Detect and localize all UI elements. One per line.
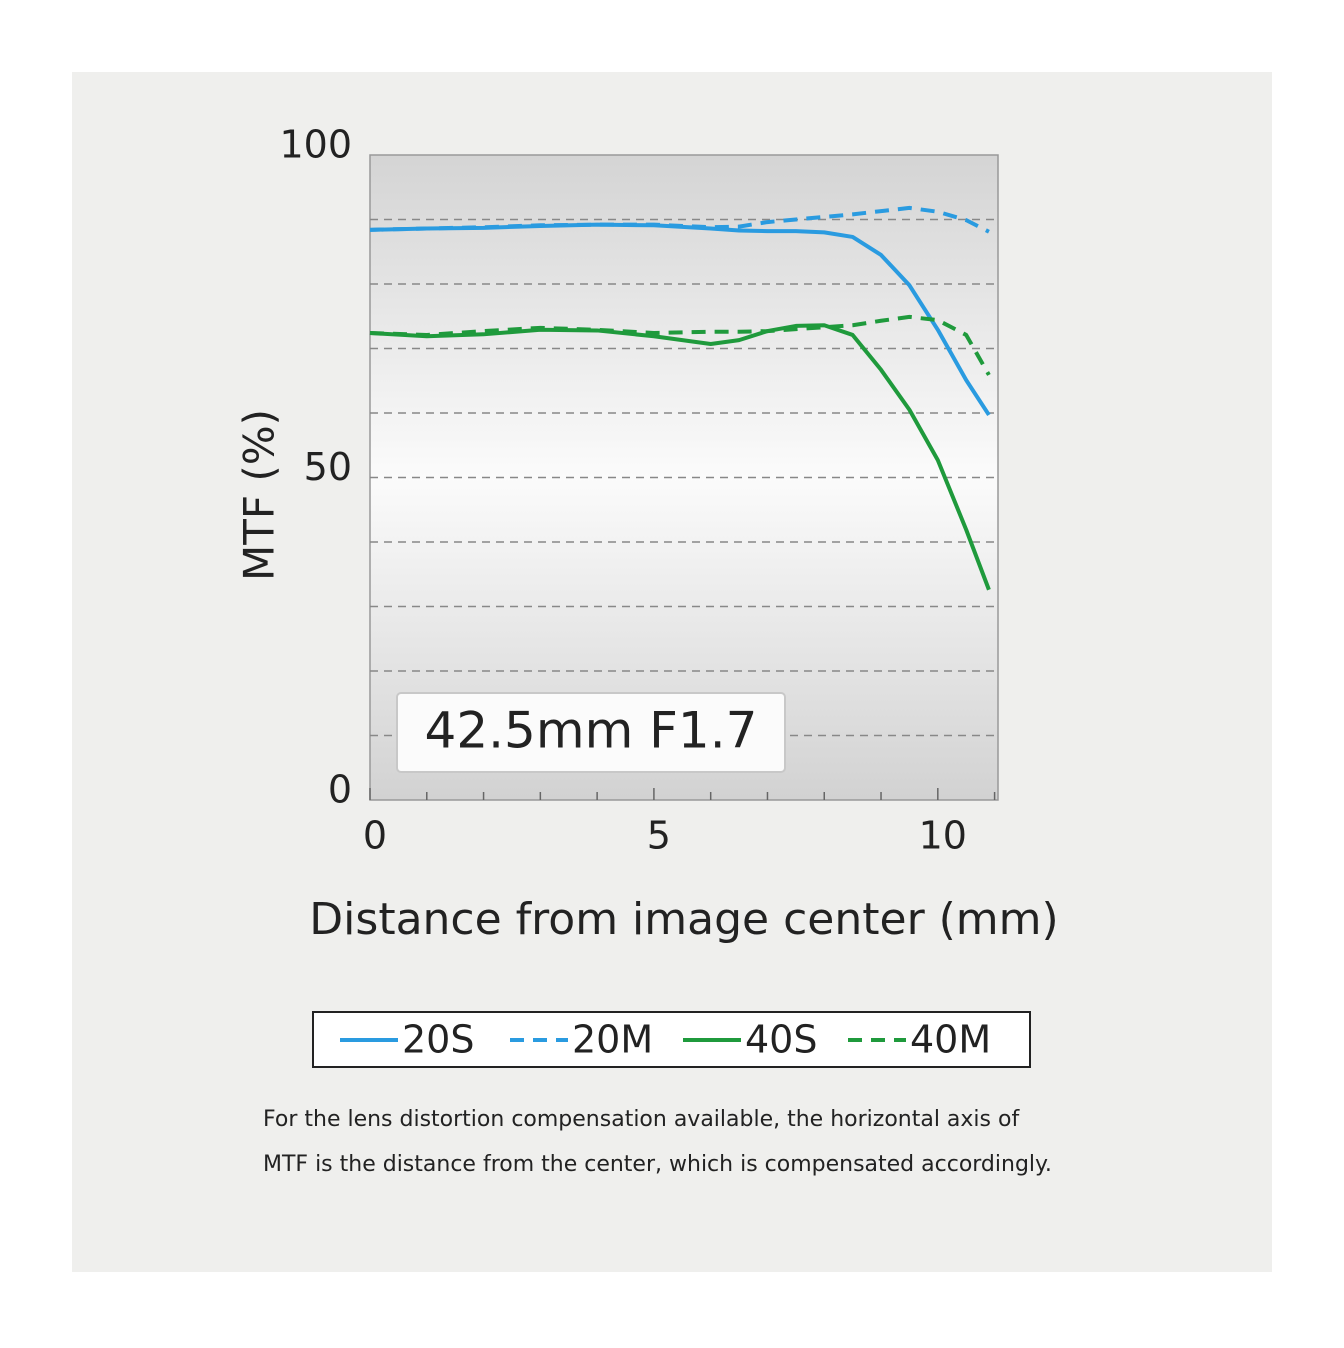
series-line <box>369 205 990 234</box>
x-tick-label: 10 <box>919 814 967 858</box>
y-tick-label: 100 <box>279 123 352 167</box>
legend-label: 40S <box>745 1018 817 1062</box>
y-tick-label: 50 <box>304 445 352 489</box>
legend-label: 20M <box>572 1018 653 1062</box>
x-tick-label: 5 <box>647 814 671 858</box>
x-axis-title: Distance from image center (mm) <box>309 894 1058 945</box>
x-tick-label: 0 <box>363 814 387 858</box>
legend-label: 40M <box>910 1018 991 1062</box>
y-tick-label: 0 <box>328 768 352 812</box>
series-line <box>369 314 991 376</box>
note-line: MTF is the distance from the center, whi… <box>263 1152 1052 1177</box>
annotation-box <box>396 692 786 773</box>
y-axis-title: MTF (%) <box>235 409 284 581</box>
note-line: For the lens distortion compensation ava… <box>263 1107 1020 1132</box>
annotation: 42.5mm F1.7 <box>425 702 758 760</box>
legend-label: 20S <box>402 1018 474 1062</box>
legend <box>312 1011 1031 1068</box>
